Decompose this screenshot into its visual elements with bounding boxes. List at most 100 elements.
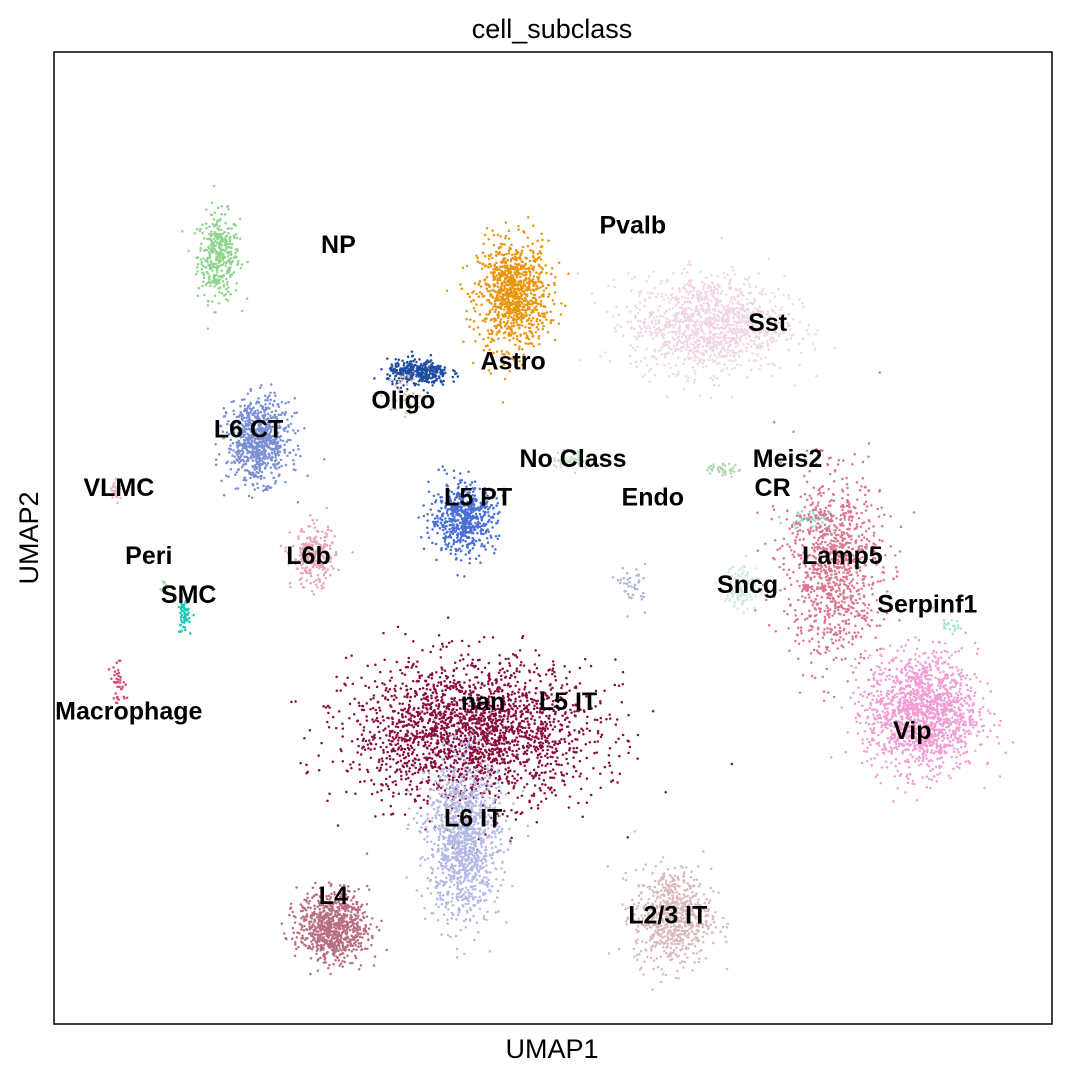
scatter-point: [504, 283, 508, 287]
scatter-point: [491, 229, 494, 232]
scatter-point: [434, 542, 438, 546]
scatter-point: [405, 372, 408, 375]
scatter-point: [209, 260, 213, 263]
scatter-point: [680, 295, 684, 298]
scatter-point: [553, 283, 556, 286]
scatter-point: [425, 360, 428, 363]
scatter-point: [335, 553, 338, 556]
scatter-point: [219, 240, 223, 243]
scatter-point: [434, 374, 437, 377]
scatter-point: [243, 407, 247, 411]
scatter-point: [488, 332, 491, 335]
scatter-point: [622, 582, 626, 585]
scatter-point: [647, 275, 651, 278]
scatter-point: [737, 343, 740, 347]
scatter-point: [385, 377, 389, 380]
scatter-point: [216, 206, 220, 210]
scatter-point: [752, 301, 755, 304]
scatter-point: [396, 361, 399, 364]
scatter-point: [611, 575, 615, 579]
scatter-point: [717, 309, 721, 312]
scatter-point: [690, 348, 694, 352]
scatter-point: [796, 526, 799, 529]
scatter-point: [702, 302, 706, 305]
scatter-point: [500, 261, 504, 265]
scatter-point: [637, 334, 641, 338]
scatter-point: [744, 277, 747, 281]
scatter-point: [541, 238, 544, 242]
scatter-point: [682, 344, 685, 348]
scatter-point: [541, 315, 545, 318]
scatter-point: [541, 312, 544, 315]
scatter-point: [206, 237, 210, 241]
cluster-points-l5-pt: [417, 465, 506, 578]
scatter-point: [466, 292, 470, 296]
scatter-point: [517, 228, 520, 231]
scatter-point: [436, 531, 439, 535]
scatter-point: [217, 275, 221, 279]
scatter-point: [694, 372, 697, 375]
scatter-point: [249, 444, 252, 448]
scatter-point: [521, 284, 524, 288]
scatter-point: [734, 341, 738, 344]
scatter-point: [386, 357, 389, 360]
scatter-point: [719, 311, 723, 315]
scatter-point: [489, 340, 493, 344]
scatter-point: [694, 349, 697, 353]
scatter-point: [721, 463, 725, 467]
scatter-point: [333, 535, 336, 538]
scatter-point: [213, 311, 216, 314]
scatter-point: [228, 240, 232, 243]
scatter-point: [625, 305, 629, 309]
scatter-point: [742, 331, 745, 335]
scatter-point: [416, 365, 420, 369]
scatter-point: [263, 410, 266, 414]
scatter-point: [461, 538, 465, 542]
scatter-point: [482, 242, 485, 245]
scatter-point: [431, 369, 435, 372]
scatter-point: [635, 306, 638, 310]
scatter-point: [702, 352, 705, 355]
scatter-point: [257, 397, 260, 400]
scatter-point: [267, 406, 270, 409]
scatter-point: [675, 374, 678, 377]
scatter-point: [250, 496, 254, 500]
scatter-point: [478, 525, 482, 529]
scatter-point: [619, 581, 622, 585]
scatter-point: [521, 245, 525, 249]
scatter-point: [746, 331, 749, 334]
scatter-point: [491, 307, 494, 311]
scatter-point: [514, 305, 518, 308]
scatter-point: [656, 292, 660, 296]
scatter-point: [406, 360, 409, 364]
scatter-point: [464, 539, 467, 543]
scatter-point: [250, 457, 253, 460]
scatter-point: [537, 273, 541, 276]
scatter-point: [245, 409, 248, 413]
scatter-point: [515, 270, 519, 274]
scatter-point: [691, 330, 695, 334]
scatter-point: [690, 279, 693, 282]
scatter-point: [443, 468, 446, 472]
scatter-point: [461, 544, 464, 548]
scatter-point: [771, 316, 775, 320]
scatter-point: [529, 279, 532, 283]
scatter-point: [650, 320, 654, 323]
scatter-point: [258, 386, 262, 390]
scatter-point: [728, 300, 732, 303]
scatter-point: [805, 329, 808, 332]
scatter-point: [540, 232, 543, 235]
scatter-point: [650, 313, 654, 316]
scatter-point: [505, 291, 508, 294]
scatter-point: [441, 465, 444, 468]
scatter-point: [266, 399, 270, 402]
scatter-point: [692, 314, 695, 318]
scatter-point: [462, 340, 465, 343]
scatter-point: [533, 280, 536, 284]
scatter-point: [754, 285, 758, 289]
scatter-point: [265, 443, 269, 446]
scatter-point: [770, 374, 774, 377]
scatter-point: [677, 301, 681, 304]
scatter-point: [531, 296, 535, 300]
scatter-point: [258, 445, 262, 448]
